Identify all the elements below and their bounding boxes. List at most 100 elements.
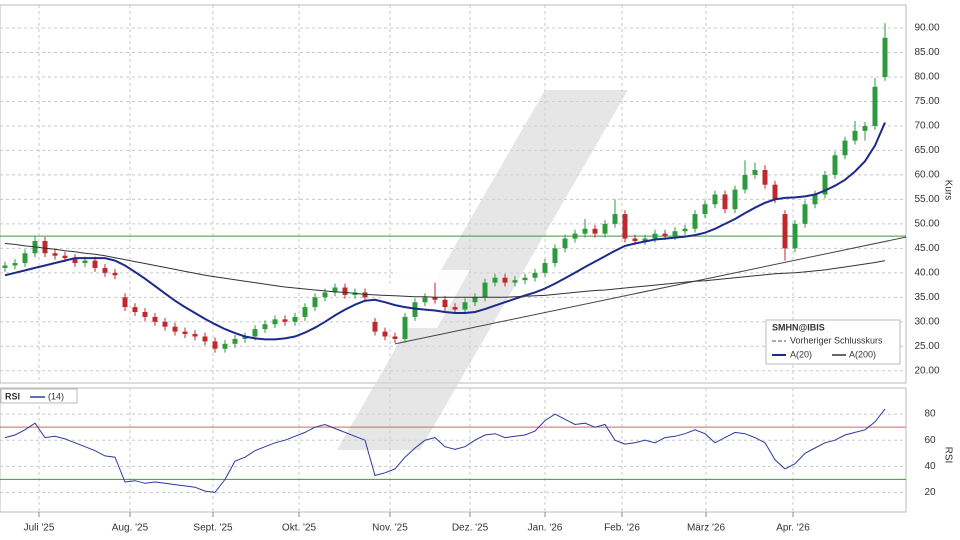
- x-tick-label: Feb. '26: [604, 523, 640, 534]
- y-tick-label: 50.00: [914, 219, 939, 230]
- candle-body: [722, 194, 728, 210]
- candle-body: [502, 277, 508, 283]
- candle-body: [762, 170, 768, 185]
- candle-body: [602, 223, 608, 234]
- rsi-tick-label: 20: [924, 487, 936, 498]
- candle-body: [342, 287, 348, 295]
- candle-body: [42, 241, 48, 254]
- candle-body: [212, 341, 218, 349]
- candle-body: [442, 299, 448, 308]
- rsi-panel: [0, 387, 907, 513]
- candle-body: [752, 170, 758, 175]
- candle-body: [682, 228, 688, 232]
- candle-body: [122, 297, 128, 308]
- candle-body: [202, 336, 208, 342]
- candle-body: [622, 214, 628, 239]
- candle-body: [322, 292, 328, 298]
- legend-symbol: SMHN@IBIS: [772, 322, 825, 332]
- candle-body: [662, 233, 668, 237]
- candle-body: [462, 302, 468, 310]
- x-tick-label: Nov. '25: [372, 523, 408, 534]
- candle-body: [872, 86, 878, 126]
- candle-body: [62, 255, 68, 259]
- candle-body: [22, 253, 28, 264]
- candle-body: [802, 204, 808, 224]
- rsi-tick-label: 40: [924, 461, 936, 472]
- y-tick-label: 40.00: [914, 267, 939, 278]
- rsi-legend-label: (14): [48, 391, 64, 401]
- candle-body: [692, 214, 698, 229]
- candle-body: [92, 260, 98, 268]
- y-tick-label: 60.00: [914, 170, 939, 181]
- watermark-cut: [366, 270, 470, 328]
- candle-body: [572, 233, 578, 239]
- y-tick-label: 65.00: [914, 145, 939, 156]
- candle-body: [742, 174, 748, 190]
- x-tick-label: Juli '25: [24, 523, 55, 534]
- y-tick-label: 75.00: [914, 96, 939, 107]
- y-tick-label: 90.00: [914, 23, 939, 34]
- candle-body: [592, 228, 598, 234]
- y-tick-label: 55.00: [914, 194, 939, 205]
- candle-body: [112, 272, 118, 276]
- x-tick-label: Jan. '26: [528, 523, 563, 534]
- x-tick-label: Apr. '26: [776, 523, 810, 534]
- candle-body: [262, 324, 268, 330]
- candle-body: [492, 277, 498, 283]
- moving-average: [4, 243, 886, 298]
- candle-body: [332, 287, 338, 293]
- candle-body: [522, 277, 528, 281]
- x-tick-label: Dez. '25: [452, 523, 489, 534]
- candle-body: [582, 228, 588, 234]
- rsi-line: [4, 408, 886, 493]
- y-tick-label: 85.00: [914, 47, 939, 58]
- x-tick-label: Sept. '25: [193, 523, 233, 534]
- rsi-legend-box: [0, 388, 78, 404]
- candle-body: [632, 238, 638, 242]
- candle-body: [792, 223, 798, 249]
- candle-body: [652, 233, 658, 239]
- y-tick-label: 30.00: [914, 316, 939, 327]
- y-tick-label: 35.00: [914, 292, 939, 303]
- candle-body: [382, 331, 388, 337]
- candle-body: [302, 307, 308, 317]
- candle-body: [82, 260, 88, 264]
- candle-body: [222, 343, 228, 349]
- candle-body: [242, 336, 248, 339]
- candle-body: [702, 204, 708, 215]
- candle-body: [12, 263, 18, 266]
- rsi-axis-title: RSI: [942, 447, 953, 464]
- rsi-legend: RSI (14): [0, 388, 78, 404]
- candle-body: [192, 334, 198, 337]
- x-tick-label: Okt. '25: [282, 523, 317, 534]
- candle-body: [782, 214, 788, 249]
- trend-line: [394, 236, 907, 345]
- candle-body: [312, 297, 318, 308]
- candle-body: [772, 184, 778, 200]
- y-tick-label: 70.00: [914, 121, 939, 132]
- candle-body: [152, 316, 158, 322]
- legend-label: A(200): [849, 349, 876, 359]
- candle-body: [512, 280, 518, 283]
- y-axis-title: Kurs: [942, 180, 953, 201]
- candle-body: [612, 214, 618, 224]
- candle-body: [292, 316, 298, 322]
- rsi-tick-label: 60: [924, 435, 936, 446]
- candle-body: [712, 194, 718, 205]
- y-tick-label: 45.00: [914, 243, 939, 254]
- candle-body: [392, 336, 398, 339]
- candle-body: [142, 312, 148, 317]
- y-tick-label: 20.00: [914, 365, 939, 376]
- candle-body: [52, 253, 58, 256]
- candle-body: [862, 125, 868, 131]
- candle-body: [852, 130, 858, 141]
- x-tick-label: Aug. '25: [112, 523, 149, 534]
- candle-body: [182, 331, 188, 335]
- rsi-tick-label: 80: [924, 409, 936, 420]
- marks: [0, 23, 907, 493]
- candle-body: [432, 297, 438, 300]
- candle-body: [812, 194, 818, 205]
- candle-body: [402, 316, 408, 339]
- candle-body: [672, 231, 678, 237]
